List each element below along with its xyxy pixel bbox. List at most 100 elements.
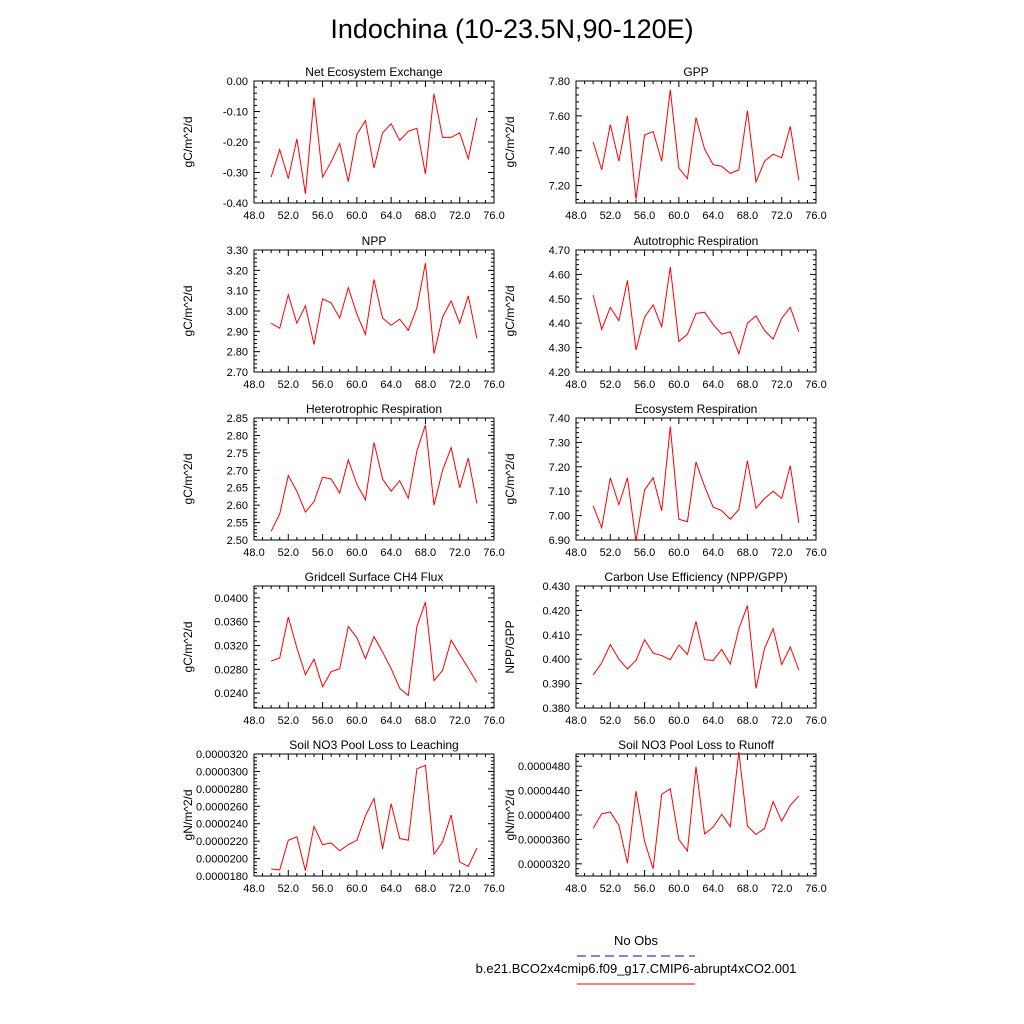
- y-tick-label: 0.380: [542, 703, 570, 715]
- x-tick-label: 60.0: [346, 547, 367, 559]
- x-tick-label: 60.0: [346, 715, 367, 727]
- y-tick-label: 4.40: [549, 318, 570, 330]
- y-tick-label: 0.0360: [214, 617, 248, 629]
- y-tick-label: 4.60: [549, 269, 570, 281]
- y-tick-label: 2.65: [227, 483, 248, 495]
- x-tick-label: 60.0: [668, 883, 689, 895]
- x-tick-label: 72.0: [771, 547, 792, 559]
- y-tick-label: 0.00: [227, 76, 248, 88]
- y-tick-label: 0.0000480: [518, 761, 570, 773]
- x-tick-label: 68.0: [737, 883, 758, 895]
- panel-title: Heterotrophic Respiration: [306, 402, 442, 416]
- y-tick-label: 0.0000280: [196, 784, 248, 796]
- series-line: [271, 764, 478, 871]
- y-tick-label: 7.10: [549, 486, 570, 498]
- x-tick-label: 56.0: [312, 210, 333, 222]
- panel-5: Heterotrophic Respiration gC/m^2/d 48.0 52.…: [181, 402, 505, 559]
- panel-2: GPP gC/m^2/d 48.0 52.0 56.0 60.0 64.0 68.0 72.0 7…: [503, 65, 827, 222]
- y-tick-label: 0.0240: [214, 688, 248, 700]
- x-tick-label: 64.0: [380, 883, 401, 895]
- y-tick-label: -0.10: [223, 107, 248, 119]
- x-tick-label: 68.0: [415, 379, 436, 391]
- x-tick-label: 56.0: [634, 883, 655, 895]
- legend-model-label: b.e21.BCO2x4cmip6.f09_g17.CMIP6-abrupt4x…: [476, 961, 797, 976]
- panel-title: GPP: [683, 65, 708, 79]
- x-tick-label: 76.0: [805, 379, 826, 391]
- x-tick-label: 68.0: [415, 210, 436, 222]
- x-tick-label: 68.0: [737, 210, 758, 222]
- y-tick-label: 0.0000220: [196, 836, 248, 848]
- panel-title: Carbon Use Efficiency (NPP/GPP): [604, 570, 787, 584]
- y-tick-label: 0.0000300: [196, 766, 248, 778]
- x-tick-label: 64.0: [380, 379, 401, 391]
- series-line: [592, 605, 800, 689]
- x-tick-label: 52.0: [600, 715, 621, 727]
- series-line: [592, 89, 800, 200]
- y-tick-label: 0.0000360: [518, 834, 570, 846]
- panel-9: Soil NO3 Pool Loss to Leaching gN/m^2/d 48…: [181, 738, 505, 895]
- x-tick-label: 64.0: [380, 210, 401, 222]
- x-tick-label: 60.0: [346, 883, 367, 895]
- y-tick-label: 7.40: [549, 413, 570, 425]
- y-tick-label: 4.30: [549, 343, 570, 355]
- y-tick-label: 3.20: [227, 265, 248, 277]
- x-tick-label: 72.0: [449, 547, 470, 559]
- x-tick-label: 76.0: [483, 715, 504, 727]
- x-tick-label: 64.0: [702, 379, 723, 391]
- x-tick-label: 72.0: [771, 883, 792, 895]
- y-axis-label: gC/m^2/d: [181, 286, 195, 337]
- x-tick-label: 68.0: [737, 379, 758, 391]
- x-tick-label: 72.0: [449, 715, 470, 727]
- panel-title: Soil NO3 Pool Loss to Leaching: [289, 738, 458, 752]
- y-tick-label: 7.60: [549, 111, 570, 123]
- x-tick-label: 56.0: [312, 379, 333, 391]
- panel-10: Soil NO3 Pool Loss to Runoff gN/m^2/d 48.0…: [503, 738, 827, 895]
- panel-title: NPP: [362, 234, 387, 248]
- x-tick-label: 56.0: [634, 210, 655, 222]
- y-tick-label: 4.50: [549, 294, 570, 306]
- x-tick-label: 68.0: [737, 547, 758, 559]
- x-tick-label: 60.0: [668, 715, 689, 727]
- y-tick-label: 0.430: [542, 581, 570, 593]
- y-tick-label: 3.30: [227, 245, 248, 257]
- x-tick-label: 56.0: [634, 547, 655, 559]
- y-tick-label: 2.80: [227, 347, 248, 359]
- x-tick-label: 56.0: [634, 715, 655, 727]
- panel-4: Autotrophic Respiration gC/m^2/d 48.0 52.0 5…: [503, 234, 827, 391]
- y-tick-label: -0.30: [223, 168, 248, 180]
- x-tick-label: 52.0: [278, 547, 299, 559]
- legend-obs-label: No Obs: [614, 933, 659, 948]
- figure-title: Indochina (10-23.5N,90-120E): [330, 14, 694, 44]
- y-tick-label: 0.0000240: [196, 819, 248, 831]
- x-tick-label: 64.0: [702, 547, 723, 559]
- y-tick-label: 2.70: [227, 367, 248, 379]
- x-tick-label: 52.0: [600, 883, 621, 895]
- y-tick-label: 0.0000180: [196, 871, 248, 883]
- y-tick-label: 6.90: [549, 535, 570, 547]
- y-axis-label: gC/m^2/d: [181, 454, 195, 505]
- panel-1: Net Ecosystem Exchange gC/m^2/d 48.0 52.0 56…: [181, 65, 505, 222]
- x-tick-label: 72.0: [771, 379, 792, 391]
- x-tick-label: 68.0: [415, 883, 436, 895]
- x-tick-label: 76.0: [483, 547, 504, 559]
- y-tick-label: 0.420: [542, 605, 570, 617]
- x-tick-label: 76.0: [483, 883, 504, 895]
- x-tick-label: 48.0: [243, 715, 264, 727]
- x-tick-label: 60.0: [668, 210, 689, 222]
- x-tick-label: 48.0: [565, 379, 586, 391]
- x-tick-label: 64.0: [380, 715, 401, 727]
- x-tick-label: 52.0: [278, 883, 299, 895]
- x-tick-label: 52.0: [600, 379, 621, 391]
- series-line: [270, 93, 478, 194]
- panel-title: Soil NO3 Pool Loss to Runoff: [618, 738, 775, 752]
- y-tick-label: 2.80: [227, 430, 248, 442]
- x-tick-label: 72.0: [771, 715, 792, 727]
- x-tick-label: 48.0: [565, 547, 586, 559]
- y-tick-label: -0.40: [223, 198, 248, 210]
- x-tick-label: 48.0: [565, 210, 586, 222]
- x-tick-label: 56.0: [312, 547, 333, 559]
- y-tick-label: 7.20: [549, 181, 570, 193]
- y-tick-label: 7.40: [549, 146, 570, 158]
